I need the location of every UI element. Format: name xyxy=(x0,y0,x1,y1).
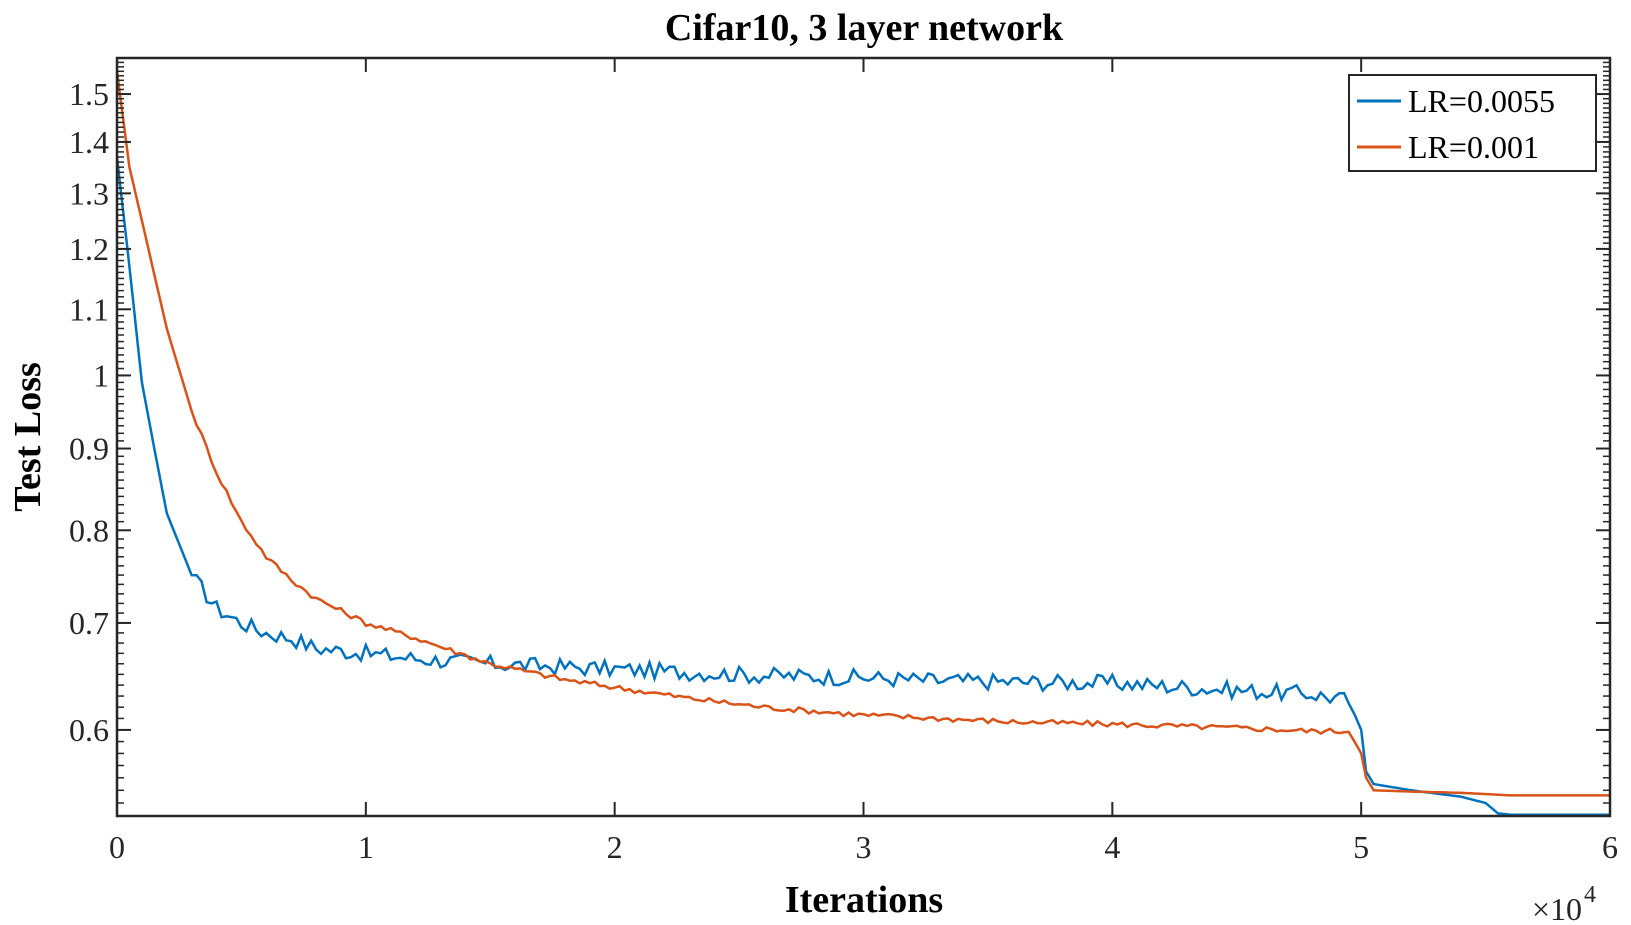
y-tick-label: 1 xyxy=(93,357,109,393)
y-axis-title: Test Loss xyxy=(7,362,49,512)
y-tick-label: 1.4 xyxy=(69,124,109,160)
x-tick-label: 1 xyxy=(358,829,374,865)
x-tick-label: 2 xyxy=(607,829,623,865)
legend-box xyxy=(1348,74,1597,172)
legend-label-lr-0055: LR=0.0055 xyxy=(1408,83,1555,119)
series-line-lr-0055 xyxy=(115,156,1610,816)
y-tick-label: 1.3 xyxy=(69,175,109,211)
x-tick-label: 5 xyxy=(1353,829,1369,865)
y-tick-label: 0.7 xyxy=(69,605,109,641)
y-tick-label: 1.5 xyxy=(69,76,109,112)
legend[interactable]: LR=0.0055 LR=0.001 xyxy=(1348,74,1597,172)
x-multiplier-exponent: 4 xyxy=(1584,882,1596,908)
x-axis-title: Iterations xyxy=(785,879,943,921)
x-multiplier-label: ×10 xyxy=(1532,891,1582,925)
y-tick-label: 1.1 xyxy=(69,291,109,327)
y-tick-label: 0.8 xyxy=(69,512,109,548)
y-tick-label: 1.2 xyxy=(69,231,109,267)
x-tick-label: 4 xyxy=(1104,829,1120,865)
y-tick-label: 0.9 xyxy=(69,431,109,467)
x-tick-label: 0 xyxy=(109,829,125,865)
tick-layer: 0 1 2 3 4 5 6 0.6 0.7 0.8 0.9 1 1.1 1.2 1.3 1.4 1.5 xyxy=(69,57,1618,865)
x-tick-label: 6 xyxy=(1602,829,1618,865)
chart-title: Cifar10, 3 layer network xyxy=(665,7,1064,49)
x-multiplier-base: ×10 xyxy=(1532,891,1582,925)
legend-label-lr-001: LR=0.001 xyxy=(1408,129,1539,165)
y-tick-label: 0.6 xyxy=(69,712,109,748)
series-line-lr-001 xyxy=(115,71,1610,797)
series-layer xyxy=(115,71,1610,816)
x-tick-label: 3 xyxy=(856,829,872,865)
